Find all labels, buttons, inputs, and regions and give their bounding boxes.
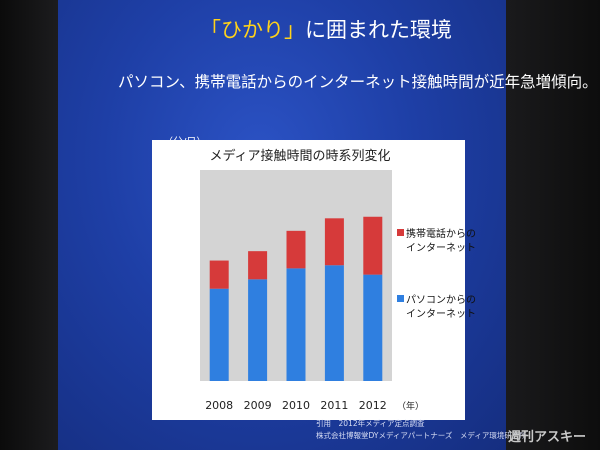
y-tick-label: 40 bbox=[172, 312, 186, 325]
slide-subtitle: パソコン、携帯電話からのインターネット接触時間が近年急増傾向。 bbox=[118, 73, 598, 91]
x-axis-unit: （年） bbox=[397, 400, 424, 412]
slide-title-accent: 「ひかり」 bbox=[200, 18, 305, 42]
slide-title: 「ひかり」に囲まれた環境 bbox=[200, 14, 452, 44]
x-tick-label: 2012 bbox=[359, 399, 387, 412]
bar-2010-series-0 bbox=[286, 268, 306, 381]
y-tick-label: 120 bbox=[165, 187, 186, 200]
bar-2008-series-0 bbox=[209, 288, 229, 381]
y-tick-label: 100 bbox=[165, 219, 186, 232]
bar-2011-series-1 bbox=[324, 218, 344, 266]
y-tick-label: 80 bbox=[172, 250, 186, 263]
legend-label: 携帯電話からの bbox=[406, 227, 476, 240]
citation-line-2: 株式会社博報堂DYメディアパートナーズ メディア環境研究所 bbox=[316, 431, 527, 440]
bar-2008-series-1 bbox=[209, 260, 229, 289]
x-ticks: 2008 2009 2010 2011 2012 bbox=[205, 399, 387, 412]
x-tick-label: 2010 bbox=[282, 399, 310, 412]
watermark-logo: 週刊アスキー bbox=[508, 430, 587, 445]
background-left bbox=[0, 0, 58, 450]
bar-2012-series-1 bbox=[363, 216, 383, 275]
bar-2010-series-1 bbox=[286, 230, 306, 269]
bar-2009-series-1 bbox=[248, 251, 268, 280]
chart-title: メディア接触時間の時系列変化 bbox=[209, 148, 390, 164]
background-right bbox=[506, 0, 600, 450]
y-tick-label: 0 bbox=[179, 375, 186, 388]
y-tick-label: 60 bbox=[172, 281, 186, 294]
x-tick-label: 2009 bbox=[244, 399, 272, 412]
slide-title-rest: に囲まれた環境 bbox=[305, 18, 452, 42]
x-tick-label: 2011 bbox=[320, 399, 348, 412]
bars bbox=[200, 170, 392, 381]
legend-swatch bbox=[397, 229, 404, 236]
legend-label: パソコンからの bbox=[406, 294, 476, 306]
y-tick-label: 20 bbox=[172, 344, 186, 357]
legend-label: インターネット bbox=[406, 308, 476, 320]
y-axis-unit: （分/日） bbox=[163, 137, 207, 148]
legend-label: インターネット bbox=[406, 242, 476, 254]
y-ticks: 0 20 40 60 80 100 120 140 bbox=[165, 156, 186, 388]
legend-swatch bbox=[397, 295, 404, 302]
bar-2009-series-0 bbox=[248, 279, 268, 381]
citation-line-1: 引用 2012年メディア定点調査 bbox=[316, 419, 425, 428]
bar-2012-series-0 bbox=[363, 274, 383, 381]
bar-2011-series-0 bbox=[324, 265, 344, 381]
y-tick-label: 140 bbox=[165, 156, 186, 169]
x-tick-label: 2008 bbox=[205, 399, 233, 412]
